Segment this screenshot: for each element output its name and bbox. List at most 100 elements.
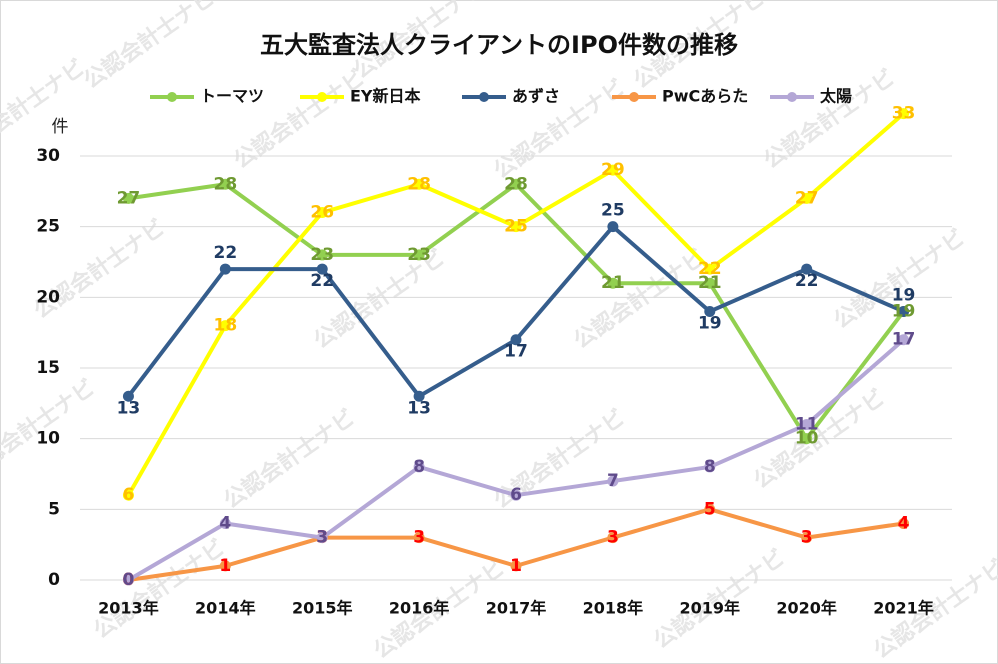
data-label: 29	[601, 160, 625, 180]
data-point	[219, 178, 231, 190]
data-point	[413, 461, 425, 473]
data-point	[510, 221, 522, 233]
data-label: 27	[795, 188, 819, 208]
data-label: 5	[704, 499, 716, 519]
y-tick-label: 30	[36, 146, 60, 166]
y-tick-label: 25	[36, 217, 60, 237]
data-label: 23	[407, 245, 431, 265]
data-point	[316, 207, 328, 219]
data-point	[122, 192, 134, 204]
data-label: 10	[795, 429, 819, 449]
data-label: 17	[892, 330, 916, 350]
data-point	[219, 263, 231, 275]
data-label: 22	[795, 271, 819, 291]
data-point	[607, 221, 619, 233]
data-label: 17	[504, 342, 528, 362]
data-point	[801, 419, 813, 431]
data-point	[413, 390, 425, 402]
data-label: 27	[117, 188, 141, 208]
legend-marker	[167, 92, 177, 102]
data-label: 22	[698, 259, 722, 279]
y-tick-label: 0	[48, 570, 60, 590]
data-label: 23	[310, 245, 334, 265]
legend-label: あずさ	[512, 87, 560, 106]
data-point	[801, 192, 813, 204]
data-label: 4	[219, 513, 231, 533]
data-label: 1	[219, 556, 231, 576]
data-label: 6	[510, 485, 522, 505]
chart-title: 五大監査法人クライアントのIPO件数の推移	[260, 31, 738, 59]
data-point	[122, 390, 134, 402]
data-label: 33	[892, 104, 916, 124]
data-label: 28	[213, 174, 237, 194]
y-tick-label: 15	[36, 358, 60, 378]
y-axis-label: 件	[52, 117, 69, 137]
data-label: 25	[601, 201, 625, 221]
data-point	[413, 178, 425, 190]
legend-label: PwCあらた	[662, 87, 748, 106]
legend-label: トーマツ	[200, 87, 264, 106]
legend-label: EY新日本	[350, 87, 421, 106]
data-point	[704, 305, 716, 317]
data-label: 19	[698, 313, 722, 333]
data-label: 28	[504, 174, 528, 194]
x-tick-label: 2021年	[873, 599, 934, 618]
data-label: 3	[413, 528, 425, 548]
data-label: 6	[123, 485, 135, 505]
data-point	[316, 532, 328, 544]
data-label: 13	[407, 398, 431, 418]
data-label: 19	[892, 285, 916, 305]
x-tick-label: 2013年	[98, 599, 159, 618]
data-point	[801, 532, 813, 544]
legend-marker	[317, 92, 327, 102]
data-point	[316, 249, 328, 261]
data-label: 21	[698, 273, 722, 293]
data-label: 4	[898, 513, 910, 533]
x-tick-label: 2016年	[389, 599, 450, 618]
data-point	[898, 305, 910, 317]
data-label: 28	[407, 174, 431, 194]
data-label: 3	[801, 528, 813, 548]
data-point	[607, 475, 619, 487]
x-tick-label: 2017年	[486, 599, 547, 618]
data-point	[413, 532, 425, 544]
data-label: 22	[213, 243, 237, 263]
data-point	[219, 320, 231, 332]
data-point	[122, 574, 134, 586]
data-label: 21	[601, 273, 625, 293]
x-tick-label: 2014年	[195, 599, 256, 618]
legend-marker	[479, 92, 489, 102]
data-label: 7	[607, 471, 619, 491]
data-label: 13	[117, 398, 141, 418]
data-point	[413, 249, 425, 261]
data-point	[510, 489, 522, 501]
data-label: 11	[795, 415, 819, 435]
data-point	[219, 517, 231, 529]
data-point	[219, 560, 231, 572]
legend-marker	[629, 92, 639, 102]
data-point	[898, 108, 910, 120]
data-label: 0	[123, 570, 135, 590]
data-point	[607, 532, 619, 544]
data-point	[122, 489, 134, 501]
data-label: 1	[510, 556, 522, 576]
data-point	[607, 277, 619, 289]
x-tick-label: 2019年	[680, 599, 741, 618]
data-label: 3	[316, 528, 328, 548]
data-label: 8	[704, 457, 716, 477]
y-tick-label: 5	[48, 499, 60, 519]
data-label: 19	[892, 301, 916, 321]
data-label: 3	[316, 528, 328, 548]
data-label: 25	[504, 217, 528, 237]
data-point	[510, 560, 522, 572]
data-label: 8	[413, 457, 425, 477]
y-tick-label: 20	[36, 287, 60, 307]
x-tick-label: 2015年	[292, 599, 353, 618]
data-label: 26	[310, 203, 334, 223]
data-point	[607, 164, 619, 176]
data-point	[704, 461, 716, 473]
x-tick-label: 2020年	[776, 599, 837, 618]
data-point	[898, 517, 910, 529]
